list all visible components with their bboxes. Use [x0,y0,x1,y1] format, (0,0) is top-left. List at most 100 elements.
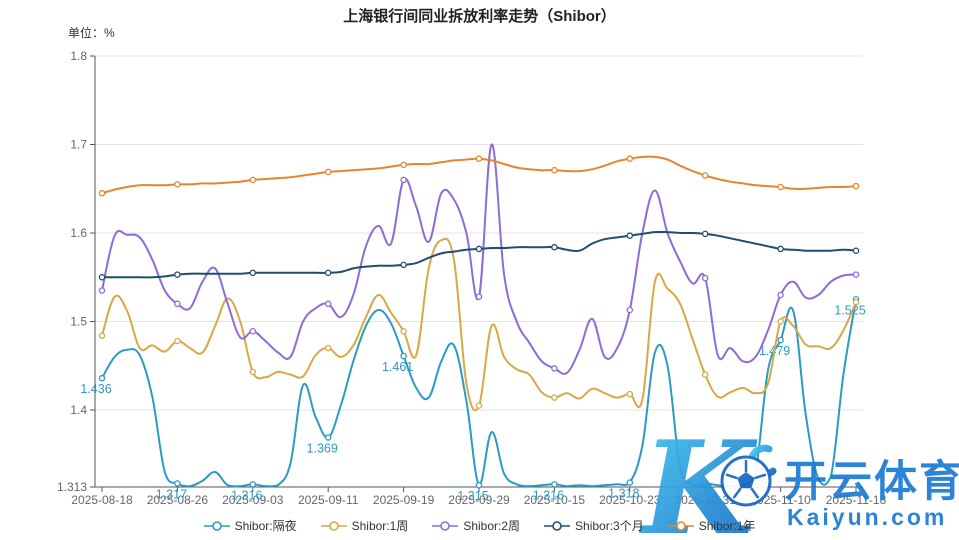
point-label: 1.436 [80,382,111,396]
series-marker [400,327,407,335]
point-label: 1.315 [457,489,488,503]
series-marker [777,245,784,253]
series-line-3 [101,230,857,279]
x-axis-label: 2025-10-15 [524,493,586,507]
legend-line-marker-icon [203,520,230,531]
series-marker [400,261,407,269]
y-axis-label: 1.313 [57,480,87,494]
legend-line-marker-icon [432,520,459,531]
legend-line-marker-icon [667,520,694,531]
y-axis-label: 1.5 [70,315,87,329]
series-marker [249,368,257,376]
series-marker [852,298,860,306]
watermark-brand-url: Kaiyun.com [787,504,947,530]
y-axis-label: 1.6 [70,226,87,240]
series-marker [475,293,483,300]
series-marker [626,390,634,398]
legend-label: Shibor:隔夜 [234,519,297,533]
point-label: 1.461 [382,360,413,374]
x-axis-label: 2025-09-11 [298,493,359,507]
series-marker [852,271,860,278]
series-marker [551,365,558,372]
series-marker [626,232,634,239]
series-marker [551,166,558,174]
series-marker [324,344,332,352]
legend-label: Shibor:2周 [463,519,521,533]
series-marker [324,168,332,176]
legend-label: Shibor:1周 [351,519,409,533]
series-marker [551,243,558,251]
series-marker [475,155,483,162]
series-marker [777,291,784,299]
y-axis-label: 1.7 [70,138,87,152]
legend-label: Shibor:3个月 [575,519,644,533]
series-marker [475,481,483,489]
x-axis-label: 2025-11-18 [826,493,887,507]
y-axis-label: 1.4 [70,403,87,417]
x-axis-label: 2025-09-03 [222,493,284,507]
legend: Shibor:隔夜 Shibor:1周 Shibor:2周 Shibor:3个月 Shi… [0,517,959,534]
point-label: 1.318 [608,487,639,501]
point-label: 1.525 [834,303,865,317]
legend-label: Shibor:1年 [698,519,756,533]
legend-line-marker-icon [544,520,571,531]
x-axis-label: 2025-08-18 [71,493,133,507]
y-axis-unit-label: 单位：% [68,26,115,40]
series-marker [701,371,709,378]
x-axis-label: 2025-09-19 [373,493,435,507]
series-marker [626,306,634,314]
x-axis-label: 2025-10-31 [675,493,737,507]
series-marker [98,274,106,281]
series-marker [324,300,332,308]
series-marker [98,189,106,197]
series-marker [777,183,784,191]
series-marker [249,327,257,335]
series-marker [400,161,407,169]
point-label: 1.316 [231,488,262,502]
series-marker [626,155,634,162]
series-marker [475,245,483,253]
point-label: 1.369 [307,441,338,455]
series-marker [249,269,257,277]
series-marker [249,176,257,184]
series-line-4 [101,155,857,195]
series-marker [249,481,257,488]
series-line-1 [101,237,857,412]
series-marker [174,300,181,308]
series-marker [324,434,332,441]
legend-item-4[interactable]: Shibor:1年 [667,517,756,534]
series-marker [701,274,709,282]
series-marker [400,352,407,360]
chart-title: 上海银行间同业拆放利率走势（Shibor） [343,8,616,25]
y-axis-label: 1.8 [70,49,87,63]
legend-item-3[interactable]: Shibor:3个月 [544,517,644,534]
series-marker [551,394,558,401]
series-marker [852,182,860,190]
series-marker [174,337,181,345]
series-marker [777,336,784,344]
series-marker [324,269,332,277]
point-label: 1.316 [533,488,564,502]
football-icon [720,455,772,507]
series-marker [174,480,181,487]
x-axis-label: 2025-10-23 [599,493,661,507]
legend-item-0[interactable]: Shibor:隔夜 [203,517,297,534]
watermark-brand-name: 开云体育 [784,458,959,506]
series-marker [98,374,106,382]
series-marker [98,332,106,339]
series-marker [551,481,558,488]
series-marker [626,479,634,486]
series-marker [701,480,709,487]
series-marker [701,172,709,179]
legend-item-2[interactable]: Shibor:2周 [432,517,520,534]
series-marker [174,271,181,278]
series-line-2 [101,143,857,375]
point-label: 1.317 [156,487,187,501]
x-axis-label: 2025-09-29 [448,493,510,507]
series-marker [174,181,181,188]
legend-item-1[interactable]: Shibor:1周 [320,517,409,534]
x-axis-label: 2025-08-26 [147,493,209,507]
